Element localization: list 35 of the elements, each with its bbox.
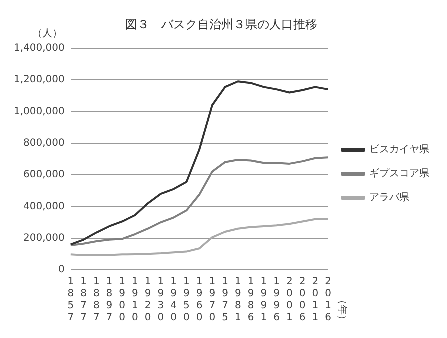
text: （年） (336, 295, 349, 325)
x-tick-label: 1897 (106, 276, 113, 324)
x-tick-label: 1857 (68, 276, 74, 324)
x-tick-label: 2001 (286, 276, 293, 324)
x-tick-label: 1986 (248, 276, 254, 324)
x-tick-label: 1960 (196, 276, 203, 324)
y-axis-title: （人） (32, 28, 62, 40)
x-tick-label: 1920 (144, 276, 152, 324)
x-tick-label: 1910 (132, 276, 138, 324)
x-tick-label: 1900 (119, 276, 126, 324)
y-tick-label: 1,000,000 (14, 106, 65, 118)
x-tick-label: 1887 (93, 276, 100, 324)
legend-label: ギプスコア県 (369, 168, 430, 180)
chart-title: 図３ バスク自治州３県の人口推移 (126, 17, 318, 32)
y-tick-label: 800,000 (24, 138, 65, 149)
y-tick-label: 1,400,000 (14, 42, 65, 54)
y-tick-label: 200,000 (24, 232, 65, 244)
x-tick-label: 2011 (312, 276, 319, 324)
x-tick-label: 1930 (158, 276, 164, 324)
x-tick-label: 2006 (299, 276, 306, 324)
y-tick-label: 600,000 (24, 170, 65, 181)
x-tick-label: 1970 (209, 276, 216, 324)
y-tick-label: 400,000 (24, 201, 65, 212)
x-tick-label: 1975 (222, 276, 228, 324)
y-tick-label: 1,200,000 (14, 74, 65, 86)
x-tick-label: 1981 (234, 276, 242, 324)
x-tick-label: 1950 (184, 276, 190, 324)
x-tick-label: 1991 (260, 276, 268, 324)
legend-label: アラバ県 (369, 192, 410, 204)
legend-label: ビスカイヤ県 (369, 144, 430, 156)
x-tick-label: 1940 (170, 276, 178, 324)
x-tick-label: 2016 (325, 276, 332, 324)
y-tick-label: 0 (58, 264, 65, 276)
x-tick-label: 1877 (80, 276, 87, 324)
x-tick-label: 1996 (274, 276, 280, 324)
